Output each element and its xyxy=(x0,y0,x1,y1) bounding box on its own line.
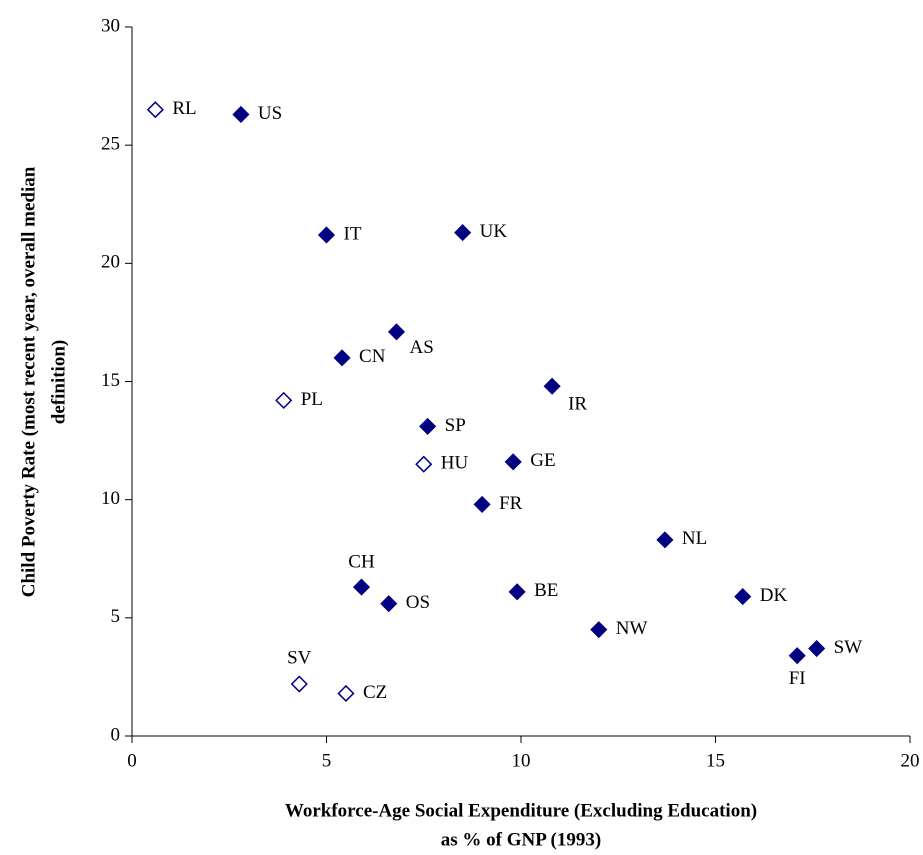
y-tick-label: 30 xyxy=(101,15,120,36)
point-label: OS xyxy=(406,592,430,613)
marker xyxy=(788,647,806,665)
point-label: PL xyxy=(301,389,323,410)
marker xyxy=(380,595,398,613)
y-title-line: definition) xyxy=(48,340,69,424)
x-tick-label: 5 xyxy=(322,750,332,771)
point-label: CH xyxy=(348,551,375,572)
marker xyxy=(454,224,472,242)
marker xyxy=(387,323,406,341)
point-label: IR xyxy=(568,394,587,415)
y-axis-title: Child Poverty Rate (most recent year, ov… xyxy=(18,166,69,597)
x-title-line: Workforce-Age Social Expenditure (Exclud… xyxy=(285,800,757,821)
point-label: CZ xyxy=(363,682,387,703)
marker xyxy=(352,578,371,596)
marker xyxy=(808,639,826,658)
marker xyxy=(590,621,608,639)
y-tick-label: 15 xyxy=(101,370,120,391)
point-label: AS xyxy=(410,337,434,358)
y-tick-label: 25 xyxy=(101,134,120,155)
point-label: NW xyxy=(616,618,648,639)
point-label: CN xyxy=(359,346,386,367)
marker xyxy=(232,105,250,124)
point-label: NL xyxy=(682,528,707,549)
marker xyxy=(337,684,355,703)
marker xyxy=(419,417,437,435)
point-label: FI xyxy=(789,668,806,689)
x-tick-label: 20 xyxy=(901,750,920,771)
point-label: FR xyxy=(499,493,523,514)
point-label: RL xyxy=(172,98,196,119)
point-label: SV xyxy=(287,647,312,668)
point-label: US xyxy=(258,103,282,124)
y-title-line: Child Poverty Rate (most recent year, ov… xyxy=(18,166,39,597)
x-tick-label: 10 xyxy=(512,750,531,771)
marker xyxy=(333,349,351,367)
marker xyxy=(275,391,293,409)
point-label: BE xyxy=(534,580,558,601)
y-tick-label: 0 xyxy=(111,724,121,745)
y-tick-label: 20 xyxy=(101,252,120,273)
y-tick-label: 10 xyxy=(101,488,120,509)
marker xyxy=(504,453,522,471)
marker xyxy=(508,583,526,601)
marker xyxy=(290,675,308,693)
y-tick-label: 5 xyxy=(111,606,121,627)
point-label: GE xyxy=(530,450,555,471)
point-label: SW xyxy=(834,637,863,658)
marker xyxy=(543,377,561,395)
point-label: DK xyxy=(760,585,788,606)
point-label: IT xyxy=(344,223,362,244)
x-tick-label: 15 xyxy=(706,750,725,771)
marker xyxy=(415,455,433,473)
point-label: HU xyxy=(441,453,469,474)
x-title-line: as % of GNP (1993) xyxy=(441,829,601,850)
marker xyxy=(473,495,491,513)
marker xyxy=(734,588,752,606)
marker xyxy=(146,101,164,119)
marker xyxy=(656,531,674,549)
point-label: UK xyxy=(480,221,508,242)
marker xyxy=(317,226,336,244)
point-label: SP xyxy=(445,415,466,436)
x-tick-label: 0 xyxy=(127,750,137,771)
